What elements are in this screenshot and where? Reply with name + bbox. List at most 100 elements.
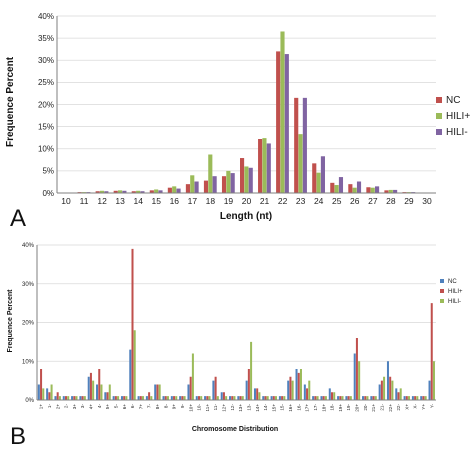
chart-a-x-tick-label: 28 <box>386 196 396 206</box>
chart-b-bar-hiliplus-17plus <box>306 388 309 401</box>
chart-a-bar-nc-15 <box>149 190 154 193</box>
chart-a-x-tick-label: 27 <box>368 196 378 206</box>
chart-b-legend: NC HILI+ HILI- <box>440 279 463 305</box>
chart-b-bar-hiliminus-11plus <box>208 396 211 401</box>
chart-a-bar-hiliminus-22 <box>284 54 289 194</box>
chart-b-bar-hiliminus-18plus <box>324 396 327 401</box>
chart-b-bar-hiliminus-19minus <box>349 396 352 401</box>
chart-a-bar-nc-13 <box>113 190 118 193</box>
chart-b-bar-nc-xminus <box>411 396 414 401</box>
chart-a-bar-hiliminus-14 <box>140 191 145 193</box>
chart-a-x-tick-label: 12 <box>97 196 107 206</box>
chart-a-gridlines <box>57 15 436 172</box>
chart-b-x-tick-label: 21- <box>379 404 384 411</box>
chart-b-bar-hiliminus-18minus <box>333 392 336 400</box>
chart-a-x-tick-label: 30 <box>422 196 432 206</box>
chart-a-legend-label: NC <box>446 95 460 106</box>
chart-b-x-tick-label: 11+ <box>205 404 210 412</box>
chart-a-x-tick-label: 21 <box>260 196 270 206</box>
chart-a-bar-hiliplus-13 <box>118 190 123 193</box>
chart-b-bar-nc-15plus <box>270 396 273 401</box>
chart-b-bar-hiliplus-yminus <box>430 303 433 401</box>
chart-b-bar-hiliplus-1plus <box>40 369 43 400</box>
chart-b-bar-hiliminus-14plus <box>258 392 261 400</box>
chart-b-bar-nc-7plus <box>137 396 140 401</box>
chart-b-bar-nc-3minus <box>79 396 82 401</box>
chart-a-bar-nc-25 <box>330 182 335 193</box>
chart-b-bar-nc-4minus <box>96 384 99 400</box>
chart-a-x-tick-label: 24 <box>314 196 324 206</box>
chart-b-x-tick-label: 4- <box>97 404 102 409</box>
chart-b-x-tick-label: 16+ <box>288 404 293 412</box>
panel-b-letter: B <box>10 423 26 450</box>
chart-b-bar-hiliminus-4minus <box>100 384 103 400</box>
chart-a-bar-hiliplus-28 <box>388 189 393 193</box>
chart-a-bar-nc-27 <box>366 187 371 193</box>
chart-a-y-axis-title: Frequence Percent <box>5 56 16 147</box>
chart-b-x-tick-label: 19- <box>346 404 351 411</box>
chart-b-bar-hiliplus-14minus <box>264 396 267 401</box>
chart-b-legend-swatch-hiliplus <box>440 289 444 293</box>
chart-b-bar-hiliplus-22plus <box>389 376 392 400</box>
chart-b-x-tick-label: 7- <box>147 404 152 409</box>
chart-a-bar-hiliplus-27 <box>370 187 375 193</box>
chart-b-x-tick-labels: 1+ 1- 2+ 2- 3+ 3- 4+ 4- 5+ 5- 6+ 6- 7+ 7- 8+ 8- 9+ 9- 10+ 1… <box>39 404 435 412</box>
chart-a-axes <box>56 16 436 194</box>
chart-b-x-tick-label: 5- <box>113 404 118 409</box>
chart-a-legend-swatch-hiliplus <box>436 113 442 119</box>
chart-b-x-tick-label: 8- <box>163 404 168 409</box>
chart-a-y-tick-label: 20% <box>38 100 54 109</box>
chart-b-bar-nc-15minus <box>278 396 281 401</box>
chart-a-y-tick-labels: 0% 5% 10% 15% 20% 25% 30% 35% 40% <box>38 12 54 198</box>
chart-b-bar-hiliplus-16minus <box>297 372 300 401</box>
chart-b-bar-hiliminus-22plus <box>391 380 394 401</box>
chart-b-bar-hiliminus-1minus <box>50 384 53 400</box>
chart-b-x-tick-label: X- <box>413 404 418 409</box>
chart-b-bar-hiliminus-12minus <box>233 396 236 401</box>
chart-a-y-tick-label: 10% <box>38 145 54 154</box>
chart-a-bar-hiliplus-15 <box>154 189 159 193</box>
chart-b-bar-hiliplus-12plus <box>222 392 225 400</box>
chart-a-y-tick-label: 15% <box>38 122 54 131</box>
chart-b-y-tick-label: 20% <box>22 321 35 327</box>
chart-b-bar-nc-6plus <box>120 396 123 401</box>
chart-a-x-tick-label: 13 <box>115 196 125 206</box>
chart-a-x-tick-label: 18 <box>206 196 216 206</box>
chart-a-x-tick-label: 19 <box>224 196 234 206</box>
chart-b-bar-hiliplus-4plus <box>89 372 92 401</box>
chart-a-bar-hiliplus-12 <box>99 190 105 193</box>
chart-b-bar-hiliplus-14plus <box>256 388 259 401</box>
chart-a-legend: NC HILI+ HILI- <box>436 95 470 138</box>
chart-b-y-tick-labels: 0% 10% 20% 30% 40% <box>22 243 35 404</box>
chart-b: 0%10%20%30%40% 1+ 1- 2+ 2- 3+ 3- 4+ 4- 5+ 5- 6+ 6- 7… <box>7 243 463 433</box>
chart-b-x-tick-label: 8+ <box>155 404 160 410</box>
chart-a-bar-hiliminus-21 <box>266 143 271 193</box>
chart-a-bar-hiliminus-13 <box>122 190 127 193</box>
chart-b-bar-hiliplus-22minus <box>397 392 400 400</box>
chart-b-gridlines <box>37 244 436 362</box>
chart-a: 0% 5% 10% 15% 20% 25% 30% 35% 40% 10 11 12 13 14 15 16… <box>5 12 470 222</box>
chart-b-bar-nc-20plus <box>353 353 356 400</box>
chart-b-bar-nc-3plus <box>71 396 74 401</box>
chart-b-bar-nc-yplus <box>420 396 423 401</box>
chart-b-bar-hiliplus-19minus <box>347 396 350 401</box>
chart-b-x-tick-label: 13- <box>246 404 251 411</box>
chart-a-bar-nc-14 <box>131 191 136 193</box>
chart-b-bar-hiliplus-21minus <box>380 380 383 401</box>
chart-b-bar-nc-19minus <box>345 396 348 401</box>
chart-b-bar-nc-16plus <box>287 380 290 401</box>
chart-b-bar-hiliminus-9minus <box>183 396 186 401</box>
chart-b-bar-nc-12minus <box>229 396 232 401</box>
chart-a-bar-nc-26 <box>348 184 353 193</box>
chart-b-bar-hiliplus-3plus <box>73 396 76 401</box>
chart-b-x-tick-label: 2- <box>64 404 69 409</box>
chart-a-x-tick-label: 16 <box>170 196 180 206</box>
chart-a-y-tick-label: 5% <box>42 167 54 176</box>
chart-b-bar-hiliminus-15plus <box>275 396 278 401</box>
chart-b-x-tick-label: 3+ <box>72 404 77 410</box>
chart-a-bar-hiliplus-20 <box>244 166 249 193</box>
chart-b-bar-hiliminus-16minus <box>299 369 302 400</box>
chart-b-bar-hiliminus-5minus <box>117 396 120 401</box>
chart-b-bar-nc-9plus <box>170 396 173 401</box>
chart-a-bar-hiliplus-21 <box>262 138 267 193</box>
